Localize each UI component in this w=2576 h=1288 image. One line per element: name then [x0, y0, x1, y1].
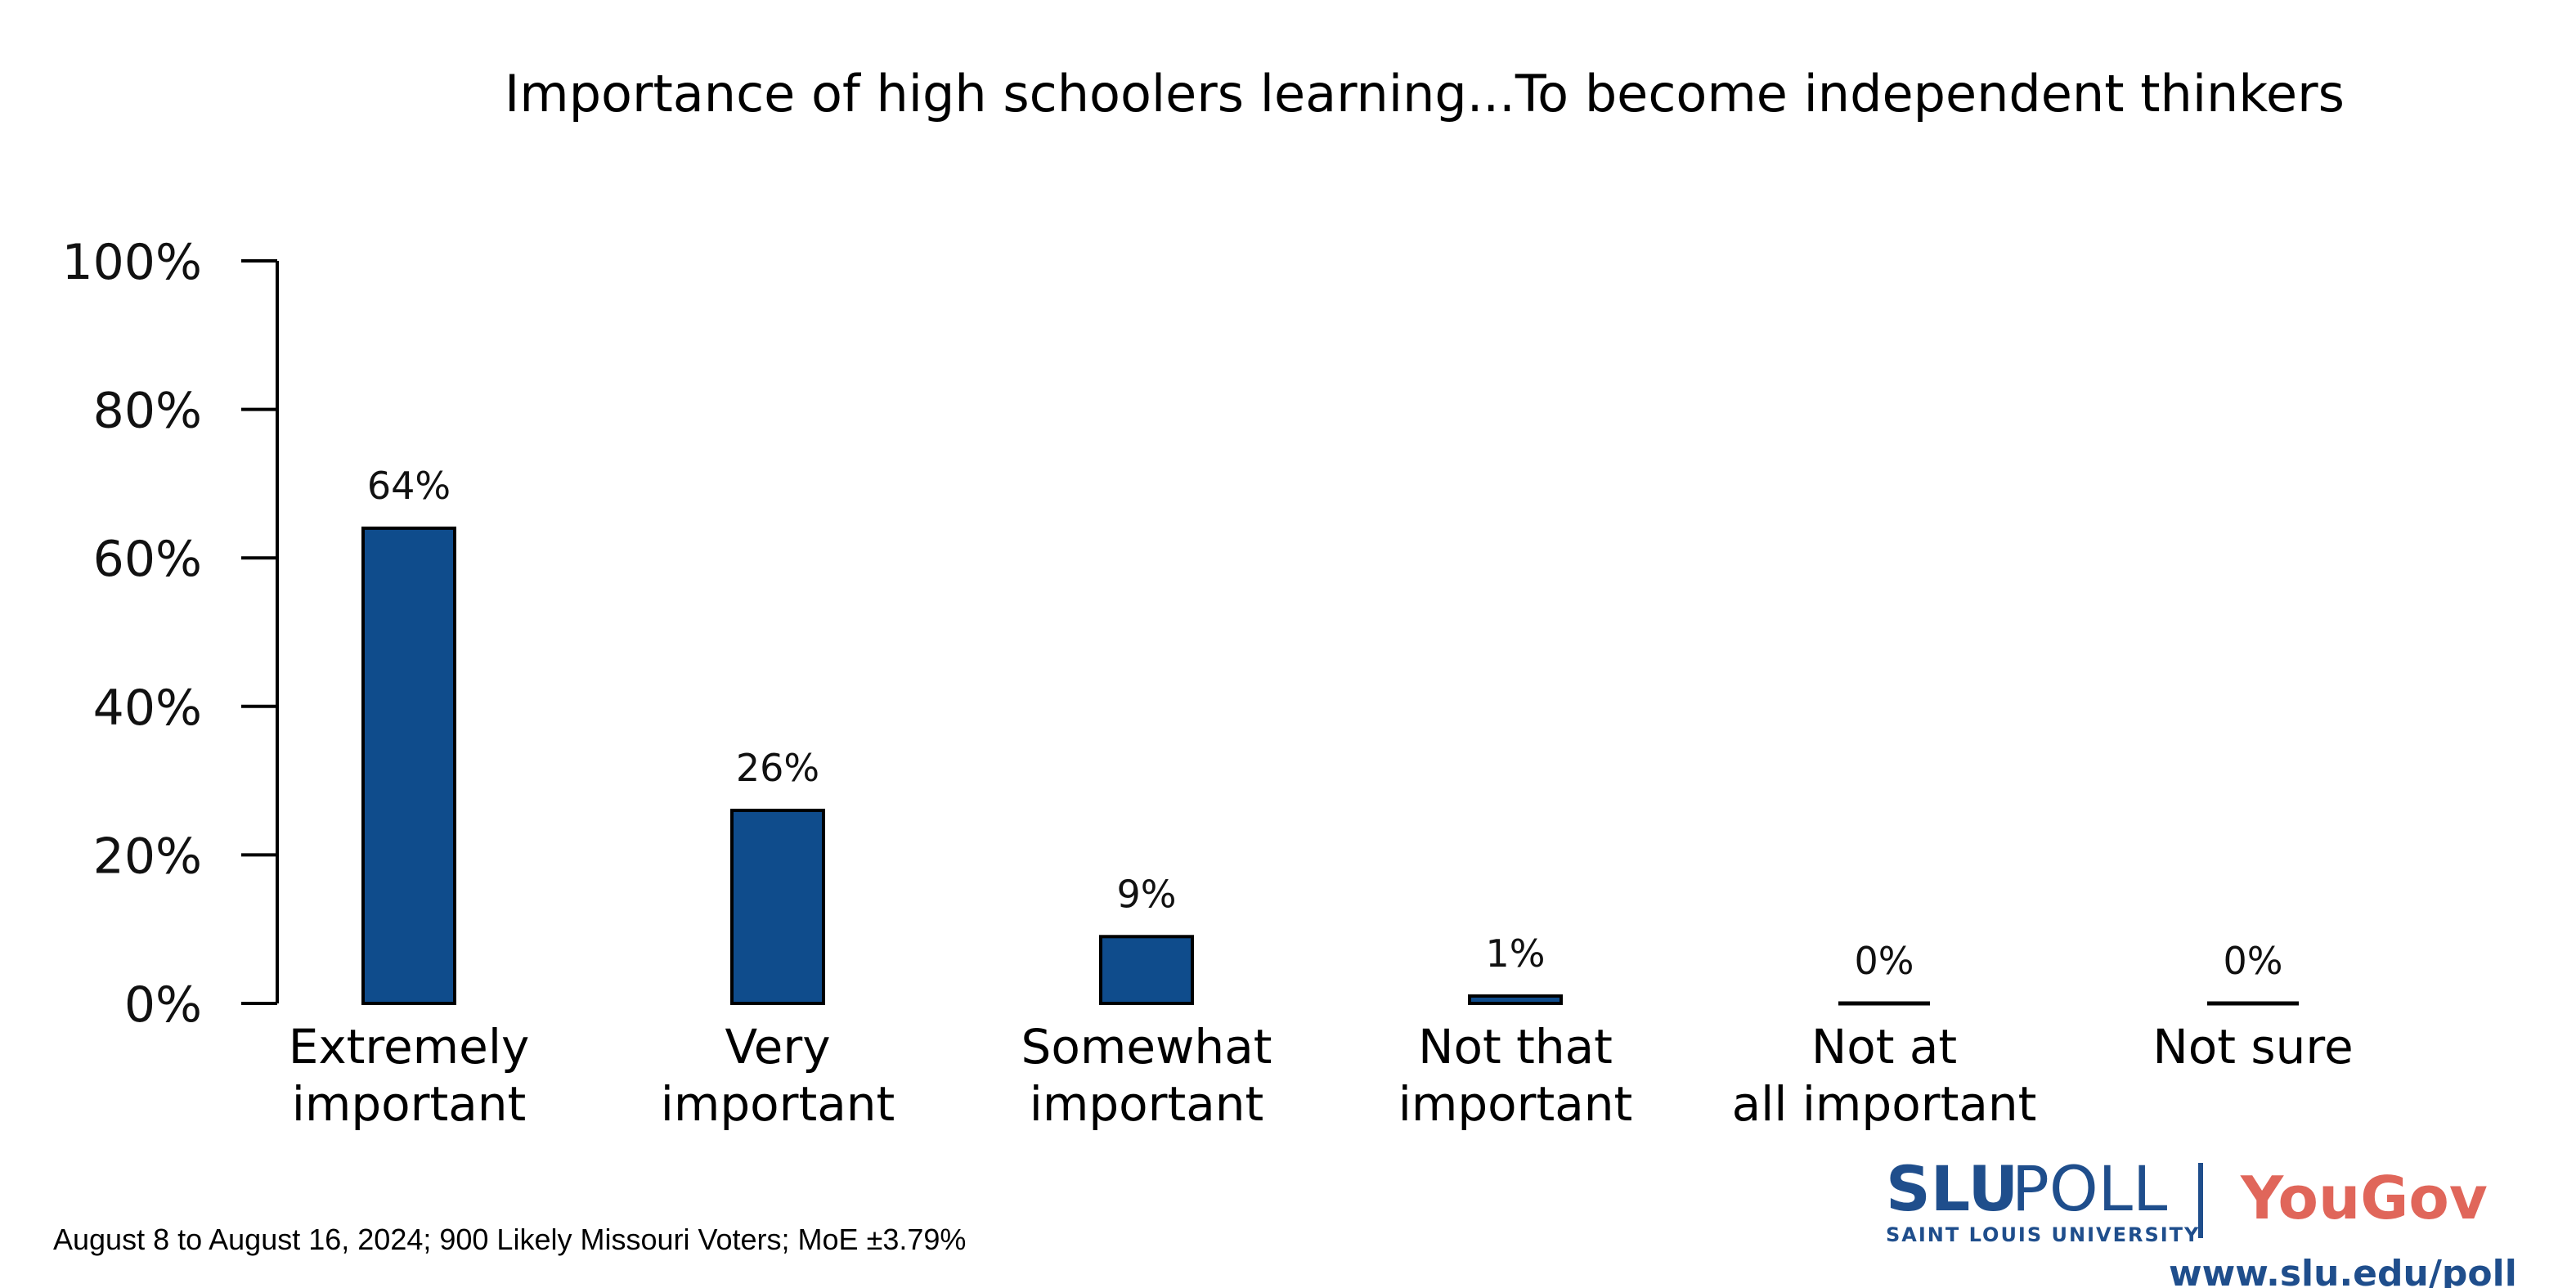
x-tick-label: important	[661, 1076, 895, 1132]
bar	[1468, 994, 1563, 1006]
x-tick-label: Extremely	[289, 1019, 530, 1075]
y-tick-label: 40%	[93, 680, 202, 737]
logo-divider	[2198, 1163, 2203, 1238]
logo-slu: SLU	[1886, 1152, 2018, 1225]
logo-slu-sub: SAINT LOUIS UNIVERSITY	[1886, 1223, 2200, 1246]
x-tick-label: Very	[725, 1019, 830, 1075]
logo-yougov: YouGov	[2240, 1164, 2488, 1232]
data-label: 26%	[736, 746, 819, 790]
footnote: August 8 to August 16, 2024; 900 Likely …	[53, 1223, 966, 1256]
y-tick-label: 20%	[93, 828, 202, 885]
x-tick-label: important	[1030, 1076, 1264, 1132]
logo-poll: POLL	[2012, 1152, 2167, 1225]
bar	[1099, 935, 1194, 1006]
bar	[730, 808, 825, 1005]
x-tick-label: Not at	[1811, 1019, 1957, 1075]
x-tick-label: Somewhat	[1021, 1019, 1272, 1075]
chart-title: Importance of high schoolers learning...…	[505, 64, 2345, 123]
data-label: 64%	[367, 464, 451, 508]
logo-url: www.slu.edu/poll	[2169, 1253, 2517, 1288]
x-tick-label: important	[1398, 1076, 1633, 1132]
data-label: 1%	[1486, 931, 1546, 976]
slu-yougov-logo: SLU POLL SAINT LOUIS UNIVERSITY YouGov w…	[1886, 1152, 2517, 1288]
bar	[361, 526, 456, 1005]
bars: 64%Extremelyimportant26%Veryimportant9%S…	[289, 464, 2354, 1132]
data-label: 9%	[1117, 872, 1177, 916]
x-tick-label: Not that	[1418, 1019, 1613, 1075]
x-tick-label: all important	[1732, 1076, 2037, 1132]
x-tick-label: important	[292, 1076, 527, 1132]
data-label: 0%	[2224, 939, 2283, 983]
y-tick-label: 80%	[93, 383, 202, 440]
y-tick-label: 0%	[124, 976, 202, 1034]
y-axis: 0% 20% 40% 60% 80% 100%	[61, 234, 279, 1034]
x-tick-label: Not sure	[2152, 1019, 2353, 1075]
data-label: 0%	[1855, 939, 1914, 983]
y-tick-label: 60%	[93, 531, 202, 588]
y-tick-label: 100%	[61, 234, 202, 291]
